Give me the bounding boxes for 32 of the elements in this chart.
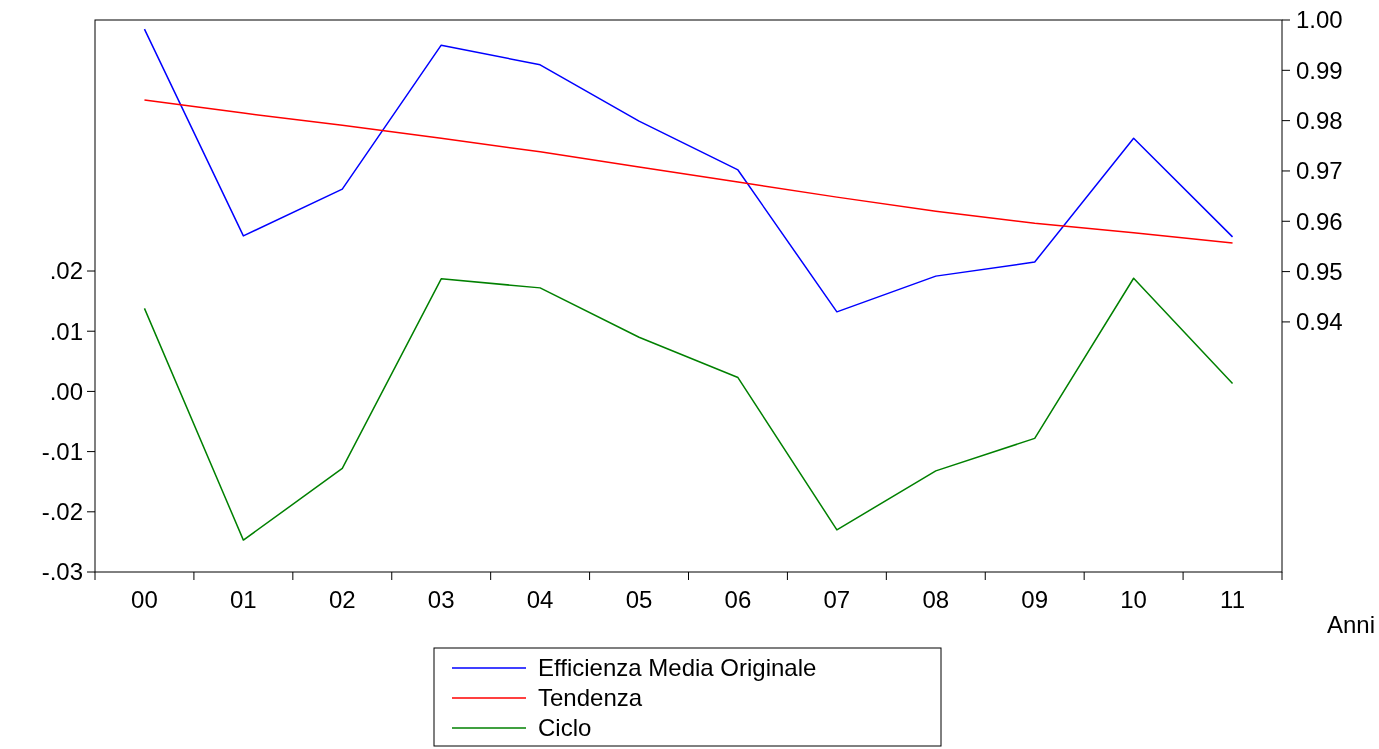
x-tick-label: 11 <box>1220 586 1245 613</box>
y-tick-label: -.01 <box>41 438 83 466</box>
legend-label: Ciclo <box>538 714 592 742</box>
legend-label: Efficienza Media Originale <box>538 654 817 682</box>
line-series <box>143 28 1234 313</box>
x-axis-title: Anni <box>1326 611 1375 638</box>
x-tick-label: 08 <box>922 586 950 613</box>
x-tick-label: 07 <box>823 586 851 613</box>
x-tick-label: 03 <box>427 586 455 613</box>
y-tick-label: .00 <box>49 377 83 405</box>
x-tick-label: 05 <box>625 586 653 613</box>
y-tick-label: .01 <box>49 317 83 345</box>
line-series <box>143 99 1234 244</box>
y2-tick-label: 0.98 <box>1296 107 1343 135</box>
x-tick-label: 04 <box>526 586 554 613</box>
y2-tick-label: 0.99 <box>1296 56 1343 84</box>
y2-tick-label: 1.00 <box>1296 6 1343 34</box>
y-tick-label: -.02 <box>41 498 83 526</box>
x-tick-label: 00 <box>131 586 158 613</box>
y2-tick-label: 0.94 <box>1296 308 1343 336</box>
x-tick-label: 09 <box>1021 586 1049 613</box>
y2-tick-label: 0.97 <box>1296 157 1343 185</box>
legend-label: Tendenza <box>538 684 643 712</box>
x-tick-label: 02 <box>328 586 356 613</box>
y-tick-label: .02 <box>49 257 83 285</box>
y-tick-label: -.03 <box>41 558 83 586</box>
x-tick-label: 10 <box>1120 586 1147 613</box>
x-tick-label: 06 <box>724 586 752 613</box>
line-series <box>143 277 1234 541</box>
y2-tick-label: 0.96 <box>1296 207 1343 235</box>
y2-tick-label: 0.95 <box>1296 258 1343 285</box>
x-tick-label: 01 <box>230 586 257 613</box>
